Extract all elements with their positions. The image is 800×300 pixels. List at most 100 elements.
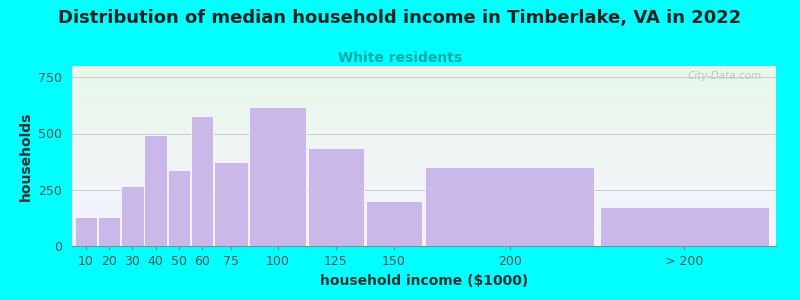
- Bar: [72, 83, 776, 84]
- Bar: [72, 111, 776, 112]
- Bar: [72, 137, 776, 138]
- Bar: [72, 239, 776, 240]
- Bar: [72, 230, 776, 231]
- Bar: [72, 175, 776, 176]
- Bar: [72, 116, 776, 117]
- Bar: [72, 218, 776, 219]
- Bar: [72, 162, 776, 163]
- Bar: [72, 91, 776, 92]
- Bar: [72, 204, 776, 205]
- Text: City-Data.com: City-Data.com: [688, 71, 762, 81]
- Bar: [72, 182, 776, 183]
- Bar: [72, 176, 776, 177]
- Bar: [72, 237, 776, 238]
- Bar: [72, 104, 776, 105]
- Bar: [366, 201, 422, 246]
- Bar: [72, 142, 776, 143]
- Bar: [72, 140, 776, 141]
- Bar: [72, 66, 776, 67]
- Bar: [72, 177, 776, 178]
- Bar: [72, 181, 776, 182]
- Bar: [72, 75, 776, 76]
- Bar: [72, 103, 776, 104]
- Text: White residents: White residents: [338, 51, 462, 65]
- Bar: [72, 157, 776, 158]
- Bar: [72, 232, 776, 233]
- Bar: [72, 225, 776, 226]
- Bar: [72, 211, 776, 212]
- Bar: [72, 186, 776, 187]
- Bar: [72, 88, 776, 89]
- Bar: [74, 217, 98, 246]
- Bar: [72, 114, 776, 115]
- Bar: [72, 160, 776, 161]
- Bar: [72, 153, 776, 154]
- Bar: [72, 118, 776, 119]
- Bar: [72, 84, 776, 85]
- Bar: [72, 220, 776, 221]
- Bar: [72, 172, 776, 173]
- Bar: [72, 194, 776, 195]
- Bar: [72, 187, 776, 188]
- Bar: [72, 98, 776, 99]
- Bar: [72, 210, 776, 211]
- Bar: [72, 100, 776, 101]
- Bar: [72, 169, 776, 170]
- Bar: [72, 113, 776, 114]
- Bar: [307, 148, 364, 246]
- Bar: [72, 217, 776, 218]
- Bar: [72, 243, 776, 244]
- Bar: [72, 205, 776, 206]
- Bar: [72, 231, 776, 232]
- Bar: [72, 190, 776, 191]
- Bar: [72, 86, 776, 87]
- Bar: [72, 216, 776, 217]
- Bar: [72, 155, 776, 156]
- Bar: [72, 241, 776, 242]
- Bar: [72, 165, 776, 166]
- Y-axis label: households: households: [18, 111, 33, 201]
- Bar: [72, 214, 776, 215]
- Bar: [191, 116, 214, 246]
- Bar: [72, 171, 776, 172]
- Bar: [72, 67, 776, 68]
- Bar: [72, 110, 776, 111]
- Bar: [72, 222, 776, 223]
- Bar: [72, 112, 776, 113]
- Bar: [72, 76, 776, 77]
- Bar: [72, 159, 776, 160]
- Bar: [72, 134, 776, 135]
- Bar: [72, 95, 776, 96]
- Bar: [72, 102, 776, 103]
- Bar: [72, 108, 776, 109]
- Bar: [72, 147, 776, 148]
- Bar: [72, 207, 776, 208]
- Bar: [72, 71, 776, 72]
- Bar: [72, 109, 776, 110]
- Bar: [121, 186, 144, 246]
- Bar: [72, 152, 776, 153]
- Bar: [72, 197, 776, 198]
- Bar: [72, 74, 776, 75]
- Bar: [72, 245, 776, 246]
- Bar: [72, 135, 776, 136]
- Bar: [72, 235, 776, 236]
- Bar: [72, 236, 776, 237]
- Bar: [72, 99, 776, 100]
- Bar: [250, 106, 306, 246]
- Bar: [72, 199, 776, 200]
- Bar: [72, 188, 776, 189]
- Bar: [72, 201, 776, 202]
- Bar: [72, 156, 776, 157]
- Bar: [72, 119, 776, 120]
- Bar: [72, 79, 776, 80]
- Bar: [214, 162, 248, 246]
- Bar: [72, 213, 776, 214]
- Bar: [72, 144, 776, 145]
- Bar: [72, 77, 776, 78]
- Bar: [426, 167, 594, 246]
- Bar: [72, 163, 776, 164]
- Bar: [72, 179, 776, 180]
- Bar: [72, 196, 776, 197]
- Bar: [72, 78, 776, 79]
